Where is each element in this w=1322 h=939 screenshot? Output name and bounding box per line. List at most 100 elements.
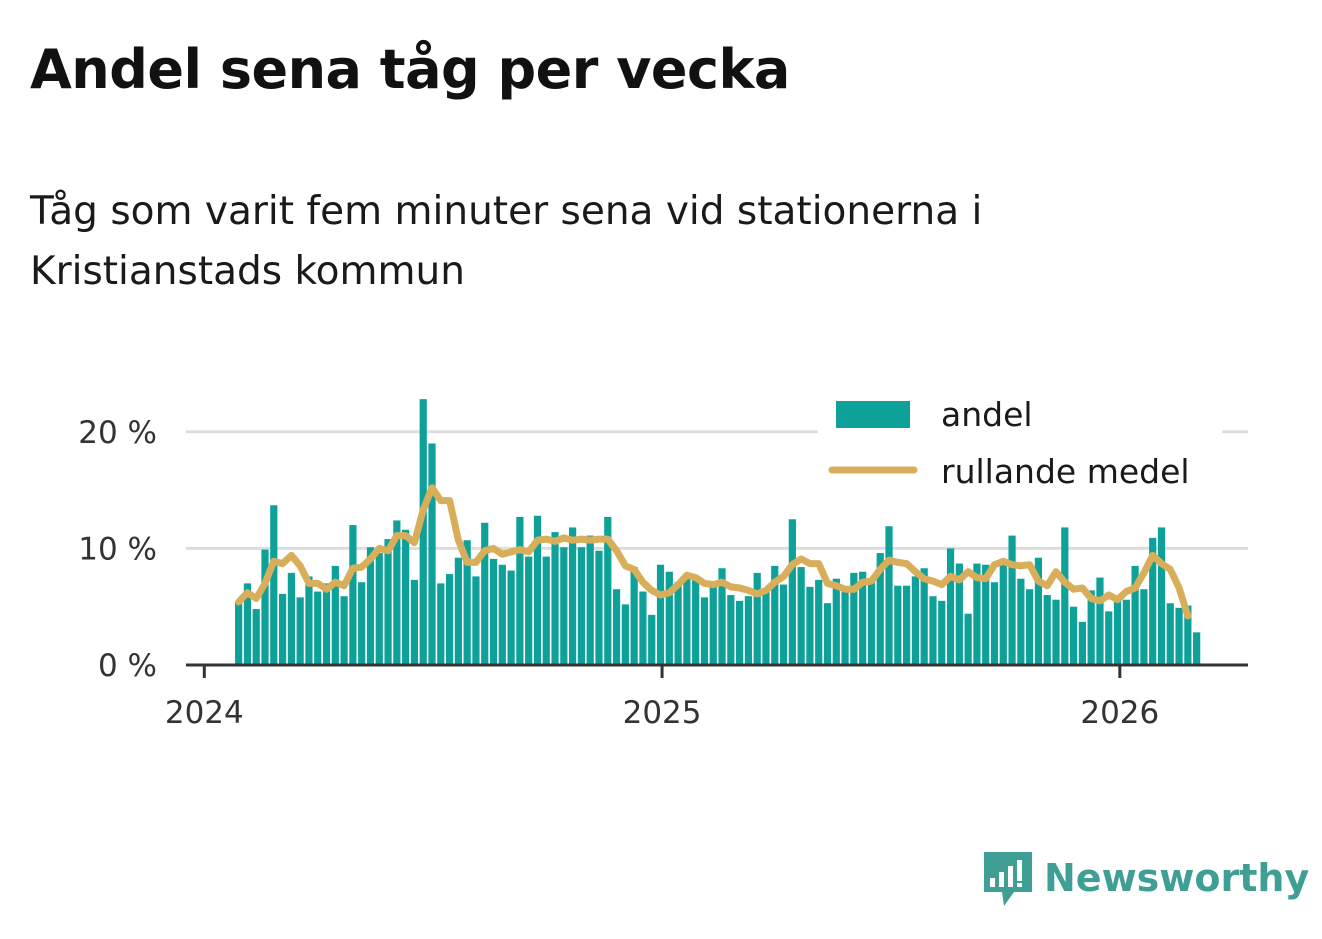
bar	[982, 564, 990, 665]
bar	[402, 529, 410, 665]
bar	[340, 596, 348, 665]
bar	[331, 565, 339, 665]
y-tick-label: 20 %	[78, 415, 157, 451]
bar	[850, 572, 858, 665]
bar	[700, 597, 709, 665]
bar	[639, 591, 647, 665]
bar	[569, 527, 577, 665]
bar	[516, 516, 524, 665]
bar	[683, 574, 691, 665]
bar	[454, 557, 462, 665]
legend: andel rullande medel	[818, 385, 1222, 503]
bar	[498, 564, 506, 665]
bar	[314, 591, 322, 665]
bar	[1069, 606, 1078, 665]
bar	[542, 556, 550, 665]
bar	[815, 579, 823, 665]
bar	[612, 589, 621, 665]
bar	[727, 595, 735, 665]
bar	[489, 558, 498, 665]
bar	[990, 582, 999, 665]
bar	[525, 556, 533, 665]
y-tick-label: 0 %	[98, 648, 157, 684]
bar	[1149, 537, 1157, 665]
bar	[384, 539, 392, 665]
bar	[744, 596, 753, 665]
bar	[577, 547, 586, 665]
bar	[1017, 578, 1025, 665]
bar	[911, 576, 919, 665]
bar	[762, 588, 770, 665]
bar	[736, 600, 744, 665]
bar	[278, 593, 287, 665]
bar	[859, 571, 867, 665]
bar	[1096, 577, 1104, 665]
bar	[1043, 595, 1051, 665]
y-tick-label: 10 %	[78, 531, 157, 567]
bar-series	[235, 399, 1201, 665]
bar	[410, 579, 419, 665]
line-series	[235, 484, 1192, 620]
bar	[533, 515, 542, 665]
bar	[235, 602, 243, 665]
bar	[656, 564, 665, 665]
bar	[481, 522, 489, 665]
bar	[305, 576, 313, 665]
bar	[1061, 527, 1069, 665]
bar	[419, 399, 427, 665]
bar	[270, 505, 278, 665]
bar	[463, 540, 471, 665]
bar	[946, 548, 955, 665]
bar	[1157, 527, 1166, 665]
bar	[718, 568, 726, 665]
bar	[1193, 632, 1201, 665]
bar	[322, 583, 331, 665]
bar	[903, 585, 911, 665]
bar	[1140, 589, 1148, 665]
bar	[692, 576, 700, 665]
legend-label-andel: andel	[941, 395, 1033, 434]
bar	[709, 586, 717, 665]
bar	[876, 553, 884, 665]
bar	[964, 613, 972, 665]
bar	[252, 609, 260, 665]
page-title: Andel sena tåg per vecka	[30, 38, 790, 101]
bar	[648, 614, 656, 665]
bar	[243, 583, 252, 665]
bar	[586, 535, 594, 665]
bar	[1052, 599, 1060, 665]
bar	[1078, 621, 1086, 665]
bar	[472, 576, 480, 665]
legend-swatch-andel	[836, 401, 910, 428]
bar	[366, 547, 375, 665]
bar	[1175, 607, 1183, 665]
bar	[1122, 599, 1130, 665]
bar	[1026, 589, 1034, 665]
bar	[771, 565, 779, 665]
bar	[375, 553, 383, 665]
bar	[595, 550, 603, 665]
bar	[630, 567, 638, 665]
bar	[674, 582, 682, 665]
bar	[929, 596, 937, 665]
bar	[604, 516, 612, 665]
bar	[358, 582, 366, 665]
newsworthy-logo-icon	[984, 852, 1032, 906]
newsworthy-logo: Newsworthy	[980, 848, 1309, 908]
bar	[999, 562, 1007, 665]
bar	[551, 532, 559, 665]
bar	[296, 597, 304, 665]
bar	[287, 572, 295, 665]
bar	[841, 591, 849, 665]
bar	[867, 578, 876, 665]
x-tick-label: 2025	[623, 695, 702, 731]
bar	[437, 583, 445, 665]
bar	[1184, 605, 1192, 665]
bar	[797, 567, 805, 665]
bar	[779, 584, 788, 665]
x-tick-label: 2024	[165, 695, 244, 731]
bar	[788, 519, 796, 665]
page-subtitle: Tåg som varit fem minuter sena vid stati…	[30, 189, 983, 294]
rolling-average-line	[235, 484, 1192, 620]
